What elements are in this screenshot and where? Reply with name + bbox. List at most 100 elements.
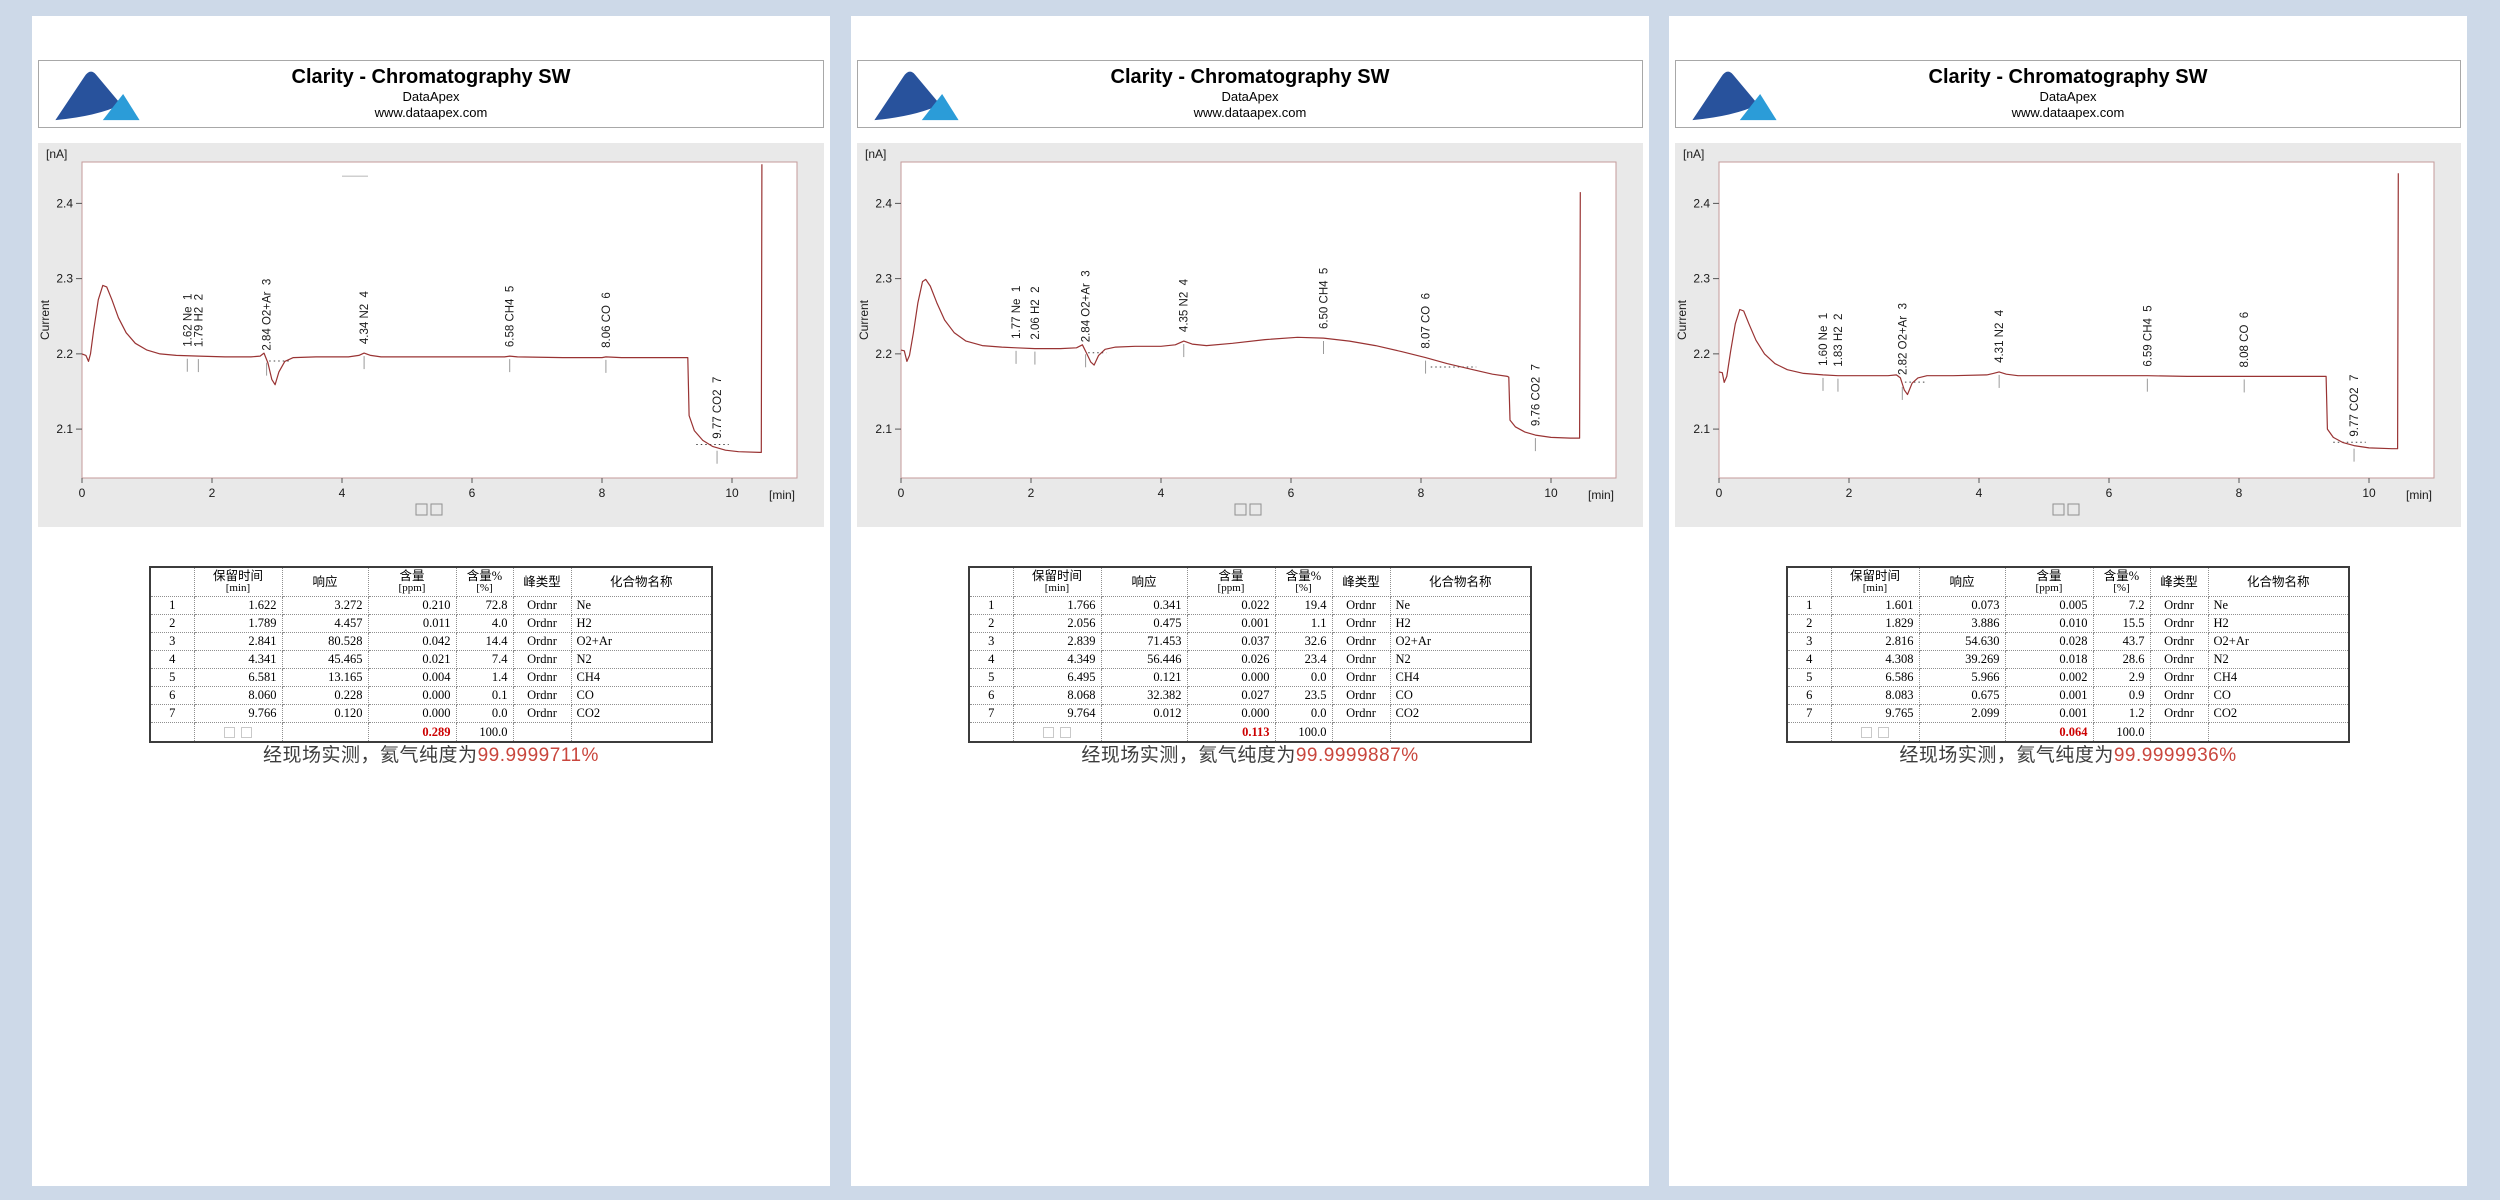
svg-text:10: 10: [1544, 486, 1558, 500]
column-header: 含量% [%]: [1274, 566, 1333, 597]
column-header: 峰类型: [2149, 566, 2209, 597]
svg-text:9.77 CO2 7: 9.77 CO2 7: [712, 377, 724, 439]
svg-text:8.08 CO 6: 8.08 CO 6: [2239, 312, 2251, 368]
svg-text:4: 4: [1976, 486, 1983, 500]
svg-text:2.3: 2.3: [1693, 272, 1710, 286]
svg-text:8: 8: [599, 486, 606, 500]
total-amount: 0.289: [422, 724, 451, 739]
svg-text:8: 8: [2236, 486, 2243, 500]
svg-text:10: 10: [2362, 486, 2376, 500]
purity-statement: 经现场实测，氦气纯度为99.9999887%: [851, 740, 1649, 767]
vendor-name: DataApex: [2039, 89, 2097, 104]
svg-text:[nA]: [nA]: [865, 147, 886, 161]
table-row: 4 4.308 39.269 0.018 28.6 Ordnr N2: [1786, 650, 2350, 669]
purity-statement: 经现场实测，氦气纯度为99.9999936%: [1669, 740, 2467, 767]
table-row: 6 8.083 0.675 0.001 0.9 Ordnr CO: [1786, 686, 2350, 705]
svg-text:[nA]: [nA]: [1683, 147, 1704, 161]
column-header: 化合物名称: [2207, 566, 2350, 597]
column-header: 响应: [1100, 566, 1188, 597]
svg-text:1.79 H2 2: 1.79 H2 2: [193, 294, 205, 347]
svg-text:2.1: 2.1: [56, 422, 73, 436]
total-amount: 0.064: [2059, 724, 2088, 739]
vendor-name: DataApex: [1221, 89, 1279, 104]
svg-text:2.1: 2.1: [1693, 422, 1710, 436]
svg-text:0: 0: [1716, 486, 1723, 500]
table-row: 1 1.622 3.272 0.210 72.8 Ordnr Ne: [149, 596, 713, 615]
table-row: 7 9.764 0.012 0.000 0.0 Ordnr CO2: [968, 704, 1532, 723]
svg-text:1.60 Ne 1: 1.60 Ne 1: [1818, 313, 1830, 366]
dataapex-logo-icon: [51, 64, 143, 129]
report-header: Clarity - Chromatography SW DataApex www…: [38, 60, 824, 128]
svg-text:6.58 CH4 5: 6.58 CH4 5: [505, 286, 517, 347]
svg-text:[nA]: [nA]: [46, 147, 67, 161]
report-page-3: Clarity - Chromatography SW DataApex www…: [1669, 16, 2467, 1186]
svg-text:2.84 O2+Ar 3: 2.84 O2+Ar 3: [262, 279, 274, 351]
column-header: 含量% [%]: [2092, 566, 2151, 597]
table-row: 2 1.829 3.886 0.010 15.5 Ordnr H2: [1786, 614, 2350, 633]
svg-text:Current: Current: [38, 299, 52, 340]
svg-text:1.77 Ne 1: 1.77 Ne 1: [1011, 286, 1023, 339]
svg-text:0: 0: [898, 486, 905, 500]
table-row: 3 2.841 80.528 0.042 14.4 Ordnr O2+Ar: [149, 632, 713, 651]
column-header: 化合物名称: [1389, 566, 1532, 597]
svg-text:4: 4: [1158, 486, 1165, 500]
svg-text:4.34 N2 4: 4.34 N2 4: [359, 290, 371, 344]
svg-text:6: 6: [469, 486, 476, 500]
svg-text:9.77 CO2 7: 9.77 CO2 7: [2349, 375, 2361, 437]
table-row: 1 1.601 0.073 0.005 7.2 Ordnr Ne: [1786, 596, 2350, 615]
report-page-1: Clarity - Chromatography SW DataApex www…: [32, 16, 830, 1186]
vendor-name: DataApex: [402, 89, 460, 104]
report-title: Clarity - Chromatography SW: [291, 66, 571, 88]
table-row: 7 9.765 2.099 0.001 1.2 Ordnr CO2: [1786, 704, 2350, 723]
svg-text:2: 2: [209, 486, 216, 500]
purity-text: 经现场实测，氦气纯度为: [1081, 745, 1296, 766]
column-header: 响应: [281, 566, 369, 597]
report-page-2: Clarity - Chromatography SW DataApex www…: [851, 16, 1649, 1186]
column-header: 含量 [ppm]: [1186, 566, 1276, 597]
chromatogram-chart: [nA] Current 2.4 2.3 2.2 2.1 0 2 4 6 8 10 [min] 1.77 …: [857, 143, 1643, 527]
table-row: 4 4.349 56.446 0.026 23.4 Ordnr N2: [968, 650, 1532, 669]
column-header: 保留时间 [min]: [193, 566, 283, 597]
table-row: 2 2.056 0.475 0.001 1.1 Ordnr H2: [968, 614, 1532, 633]
purity-text: 经现场实测，氦气纯度为: [1899, 745, 2114, 766]
total-row: 0.113 100.0: [968, 722, 1532, 743]
column-header: 保留时间 [min]: [1830, 566, 1920, 597]
svg-text:8.07 CO 6: 8.07 CO 6: [1421, 293, 1433, 349]
svg-text:4.35 N2 4: 4.35 N2 4: [1179, 278, 1191, 332]
svg-text:Current: Current: [857, 299, 871, 340]
column-header: [149, 566, 195, 597]
column-header: 含量% [%]: [455, 566, 514, 597]
svg-text:10: 10: [725, 486, 739, 500]
table-row: 4 4.341 45.465 0.021 7.4 Ordnr N2: [149, 650, 713, 669]
vendor-website: www.dataapex.com: [374, 105, 488, 120]
purity-statement: 经现场实测，氦气纯度为99.9999711%: [32, 740, 830, 767]
svg-text:6: 6: [1288, 486, 1295, 500]
svg-text:[min]: [min]: [769, 488, 795, 502]
column-header: 峰类型: [512, 566, 572, 597]
svg-text:2.3: 2.3: [56, 272, 73, 286]
svg-text:6.50 CH4 5: 6.50 CH4 5: [1319, 268, 1331, 329]
svg-text:2.2: 2.2: [1693, 347, 1710, 361]
column-header: 含量 [ppm]: [367, 566, 457, 597]
table-row: 2 1.789 4.457 0.011 4.0 Ordnr H2: [149, 614, 713, 633]
table-row: 3 2.839 71.453 0.037 32.6 Ordnr O2+Ar: [968, 632, 1532, 651]
report-header: Clarity - Chromatography SW DataApex www…: [1675, 60, 2461, 128]
svg-text:2.4: 2.4: [1693, 196, 1710, 210]
results-table: 保留时间 [min] 响应 含量 [ppm] 含量% [%] 峰类型 化合物名称 1 1.622 3.…: [149, 566, 713, 743]
column-header: 保留时间 [min]: [1012, 566, 1102, 597]
purity-value: 99.9999711%: [477, 745, 599, 766]
svg-text:1.62 Ne 1: 1.62 Ne 1: [182, 294, 194, 347]
svg-text:[min]: [min]: [2406, 488, 2432, 502]
svg-text:4.31 N2 4: 4.31 N2 4: [1994, 309, 2006, 363]
svg-text:2.2: 2.2: [56, 347, 73, 361]
svg-text:2.84 O2+Ar 3: 2.84 O2+Ar 3: [1081, 270, 1093, 342]
vendor-website: www.dataapex.com: [2011, 105, 2125, 120]
table-row: 3 2.816 54.630 0.028 43.7 Ordnr O2+Ar: [1786, 632, 2350, 651]
column-header: [968, 566, 1014, 597]
svg-text:4: 4: [339, 486, 346, 500]
svg-text:[min]: [min]: [1588, 488, 1614, 502]
column-header: 峰类型: [1331, 566, 1391, 597]
dataapex-logo-icon: [1688, 64, 1780, 129]
svg-text:8: 8: [1418, 486, 1425, 500]
